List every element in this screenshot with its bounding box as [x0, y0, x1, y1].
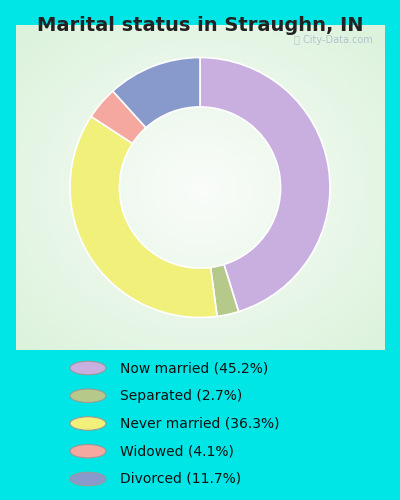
Wedge shape	[200, 58, 330, 312]
Text: Marital status in Straughn, IN: Marital status in Straughn, IN	[37, 16, 363, 35]
Text: Never married (36.3%): Never married (36.3%)	[120, 416, 280, 430]
Circle shape	[70, 417, 106, 430]
Circle shape	[70, 361, 106, 375]
Text: Divorced (11.7%): Divorced (11.7%)	[120, 472, 241, 486]
Text: ⓘ City-Data.com: ⓘ City-Data.com	[294, 35, 373, 45]
Text: Widowed (4.1%): Widowed (4.1%)	[120, 444, 234, 458]
Wedge shape	[70, 116, 217, 318]
Circle shape	[70, 472, 106, 486]
Wedge shape	[113, 58, 200, 128]
Text: Separated (2.7%): Separated (2.7%)	[120, 389, 242, 403]
Circle shape	[70, 444, 106, 458]
Circle shape	[70, 389, 106, 402]
Wedge shape	[211, 264, 239, 316]
Text: Now married (45.2%): Now married (45.2%)	[120, 361, 268, 375]
Wedge shape	[91, 91, 146, 144]
